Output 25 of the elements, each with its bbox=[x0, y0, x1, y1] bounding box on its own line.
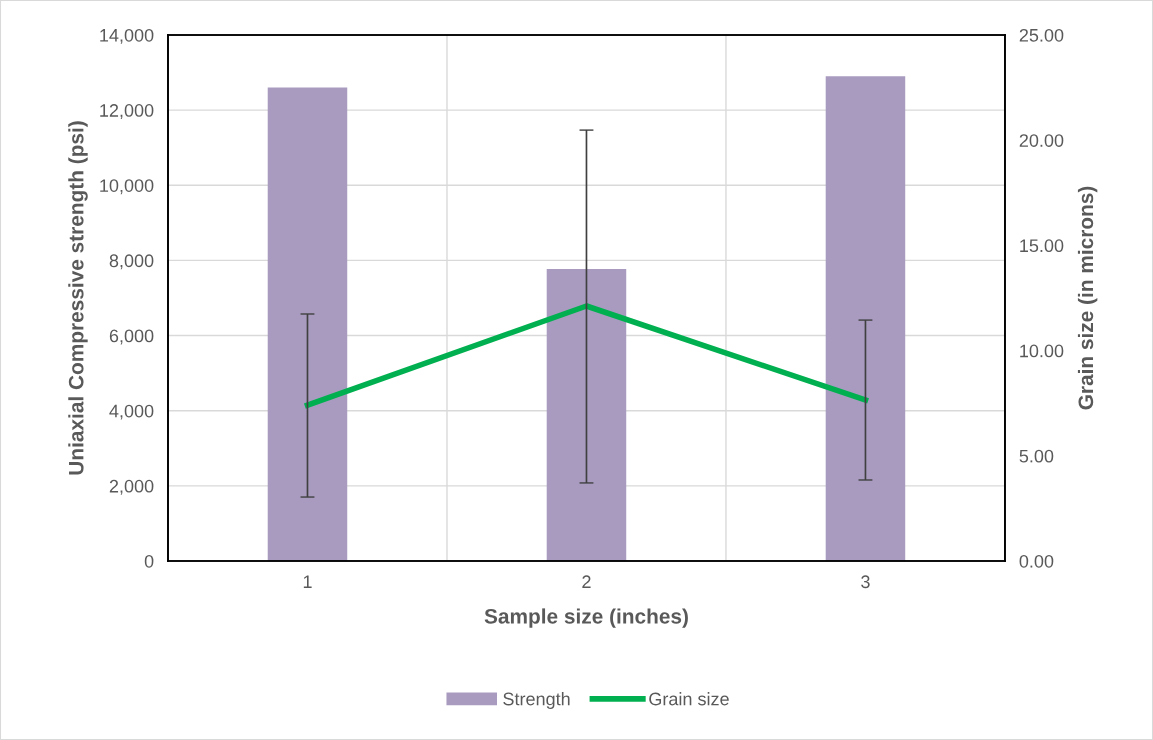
x-tick-label: 2 bbox=[582, 575, 591, 588]
y-tick-label: 2,000 bbox=[109, 479, 154, 495]
y-tick-label: 0 bbox=[144, 554, 154, 568]
x-tick-label: 1 bbox=[303, 575, 312, 588]
x-tick-label: 3 bbox=[861, 575, 870, 589]
y2-tick-label: 0.00 bbox=[1019, 554, 1054, 568]
y2-tick-label: 20.00 bbox=[1019, 134, 1064, 147]
y2-tick-label: 10.00 bbox=[1020, 344, 1064, 358]
y-tick-label: 14,000 bbox=[100, 28, 154, 44]
legend-label: Grain size bbox=[649, 692, 729, 706]
bar bbox=[546, 269, 627, 561]
x-axis-title: Sample size (inches) bbox=[484, 608, 688, 628]
bar bbox=[825, 76, 906, 561]
y-tick-label: 10,000 bbox=[100, 179, 154, 195]
y2-tick-label: 5.00 bbox=[1019, 449, 1054, 463]
legend-label: Strength bbox=[503, 692, 570, 709]
y-tick-label: 4,000 bbox=[109, 404, 154, 420]
y-tick-label: 12,000 bbox=[100, 104, 154, 119]
y-axis-title: Uniaxial Compressive strength (psi) bbox=[68, 121, 88, 475]
bar bbox=[267, 87, 348, 561]
y-tick-label: 6,000 bbox=[109, 329, 154, 345]
y2-tick-label: 25.00 bbox=[1019, 28, 1064, 42]
y-tick-label: 8,000 bbox=[109, 254, 154, 270]
y2-tick-label: 15.00 bbox=[1020, 239, 1064, 253]
y2-axis-title: Grain size (in microns) bbox=[1077, 186, 1098, 410]
